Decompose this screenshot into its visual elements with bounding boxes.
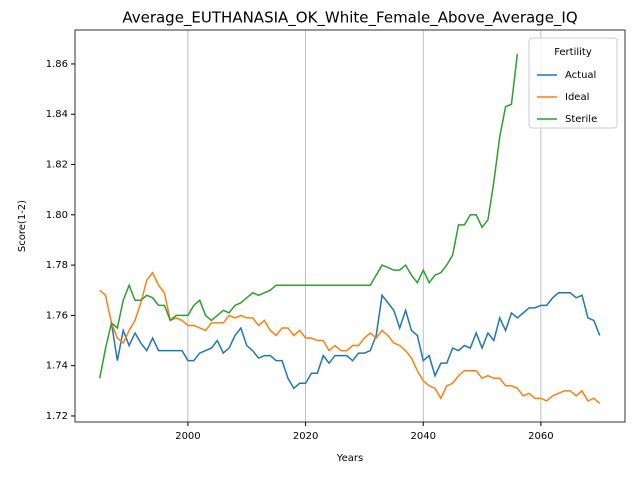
legend-label: Ideal [565, 92, 589, 103]
x-tick-label: 2020 [293, 431, 318, 442]
chart-title: Average_EUTHANASIA_OK_White_Female_Above… [122, 9, 577, 28]
y-tick-label: 1.80 [46, 210, 68, 221]
x-axis-label: Years [336, 453, 363, 464]
series-line [110, 292, 601, 390]
legend-box [528, 37, 618, 129]
y-tick-label: 1.72 [46, 411, 68, 422]
y-tick-label: 1.82 [46, 160, 68, 171]
y-tick-label: 1.76 [46, 310, 68, 321]
plot-frame [74, 29, 626, 423]
series-line [98, 53, 519, 379]
legend-label: Sterile [565, 114, 597, 125]
series-line [99, 271, 601, 404]
y-axis-label: Score(1-2) [17, 200, 28, 252]
y-tick-label: 1.78 [46, 260, 68, 271]
legend-label: Actual [565, 70, 596, 81]
y-tick-label: 1.84 [46, 109, 68, 120]
x-tick-label: 2000 [175, 431, 200, 442]
y-tick-label: 1.74 [46, 361, 68, 372]
y-tick-label: 1.86 [46, 59, 68, 70]
x-tick-label: 2060 [528, 431, 553, 442]
legend-title: Fertility [554, 47, 592, 58]
x-tick-label: 2040 [411, 431, 436, 442]
